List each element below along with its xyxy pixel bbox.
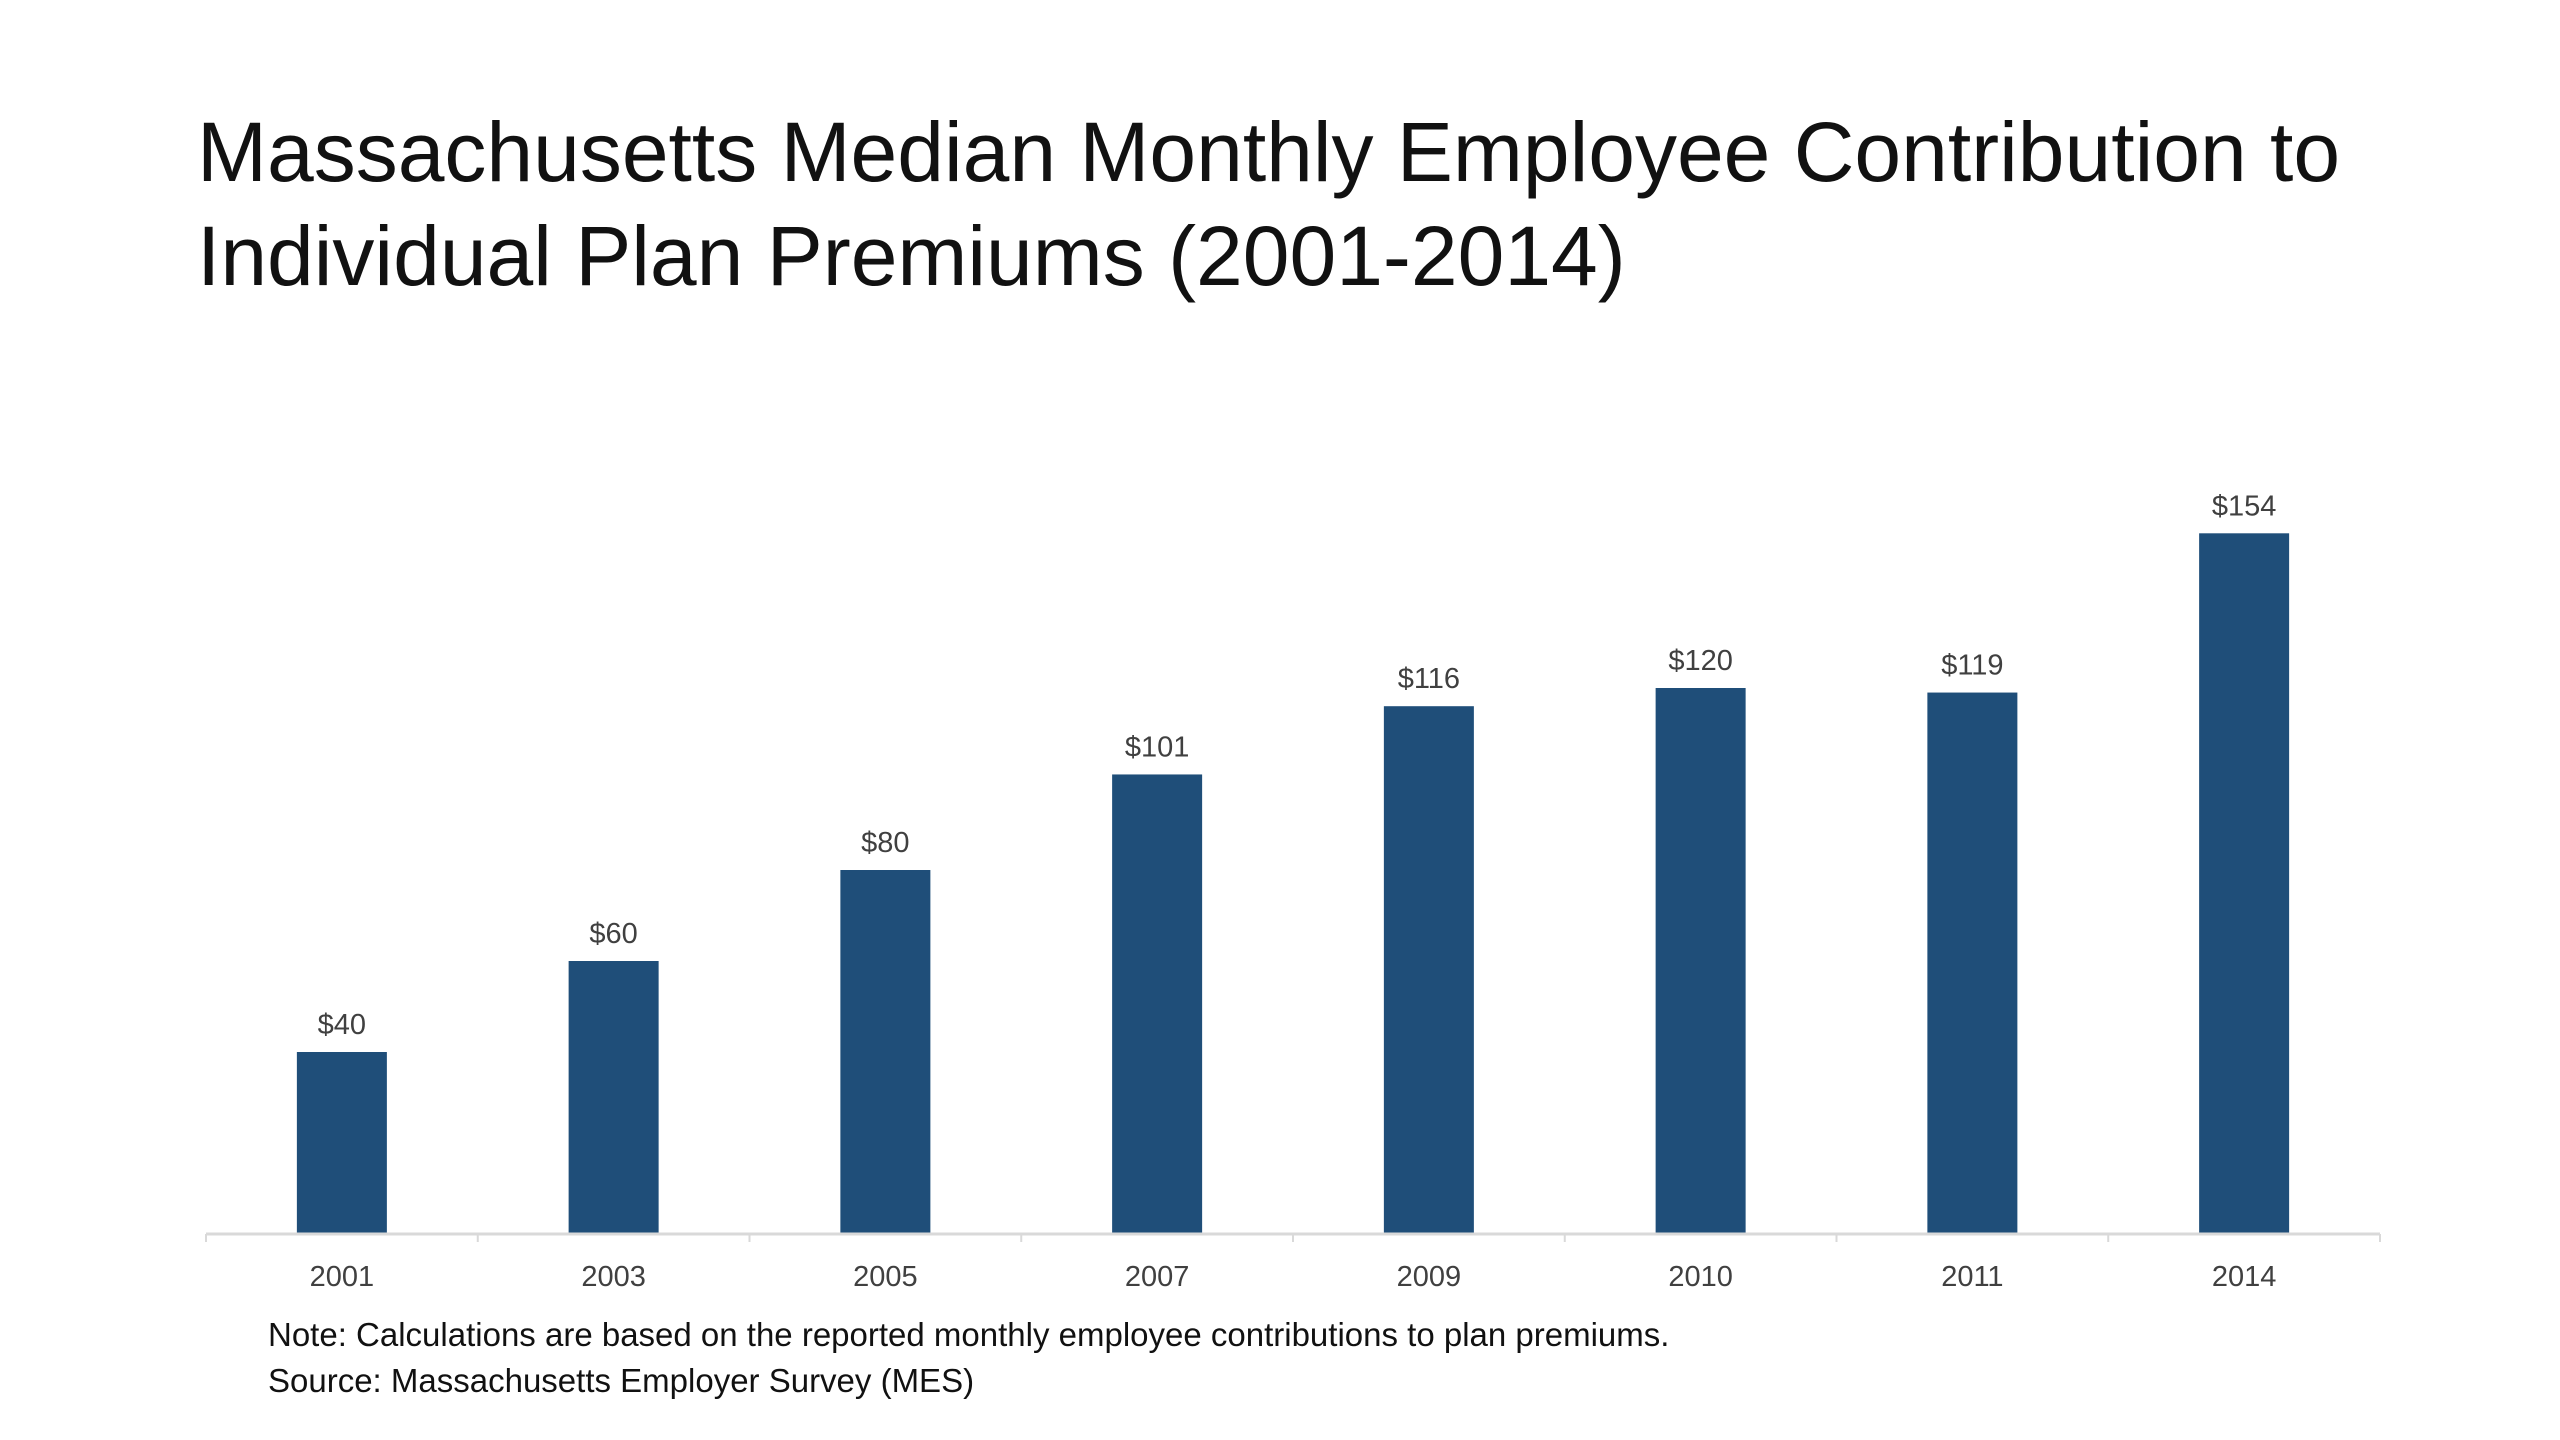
data-label-2010: $120 <box>1668 645 1733 677</box>
chart-title: Massachusetts Median Monthly Employee Co… <box>197 105 2341 303</box>
data-label-2007: $101 <box>1125 731 1190 763</box>
x-tick-label-2010: 2010 <box>1668 1261 1733 1293</box>
x-tick-label-2007: 2007 <box>1125 1261 1190 1293</box>
bar-2003 <box>568 961 659 1234</box>
x-tick-label-2005: 2005 <box>853 1261 918 1293</box>
bar-2001 <box>296 1052 387 1234</box>
x-tick-label-2009: 2009 <box>1397 1261 1462 1293</box>
x-axis: 2001 2003 2005 2007 2009 2010 2011 2014 <box>205 1232 2381 1293</box>
data-label-2003: $60 <box>589 918 637 950</box>
bar-2011 <box>1927 692 2018 1234</box>
bar-2005 <box>840 870 931 1234</box>
chart-source: Source: Massachusetts Employer Survey (M… <box>268 1362 975 1399</box>
bar-2014 <box>2199 533 2290 1234</box>
bar-2009 <box>1383 706 1474 1234</box>
data-label-2009: $116 <box>1398 663 1460 695</box>
data-label-2001: $40 <box>318 1009 366 1041</box>
data-label-2011: $119 <box>1941 650 2003 682</box>
data-labels-group: $40 $60 $80 $101 $116 $120 $119 $154 <box>318 490 2277 1041</box>
data-label-2014: $154 <box>2212 490 2277 522</box>
data-label-2005: $80 <box>861 827 909 859</box>
chart-note: Note: Calculations are based on the repo… <box>268 1316 1670 1353</box>
x-tick-label-2003: 2003 <box>581 1261 646 1293</box>
bar-2010 <box>1655 688 1746 1234</box>
x-tick-label-2001: 2001 <box>310 1261 375 1293</box>
x-tick-label-2011: 2011 <box>1941 1261 2003 1293</box>
bars-group <box>296 533 2290 1234</box>
x-tick-label-2014: 2014 <box>2212 1261 2277 1293</box>
bar-2007 <box>1112 774 1203 1234</box>
